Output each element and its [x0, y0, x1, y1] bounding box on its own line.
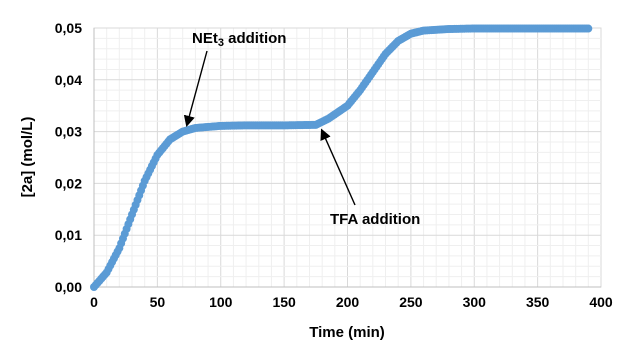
grid — [93, 27, 602, 288]
x-tick-label: 50 — [150, 294, 166, 310]
annotation-net3: NEt3 addition — [183, 30, 286, 127]
y-tick-label: 0,02 — [55, 175, 82, 191]
x-tick-label: 300 — [463, 294, 487, 310]
x-tick-label: 150 — [272, 294, 296, 310]
x-tick-label: 200 — [336, 294, 360, 310]
axes — [93, 28, 601, 288]
y-tick-label: 0,01 — [55, 227, 82, 243]
x-tick-label: 350 — [526, 294, 550, 310]
annotation-tfa-label: TFA addition — [330, 211, 420, 228]
data-point — [584, 24, 593, 33]
y-axis-title: [2a] (mol/L) — [19, 117, 36, 198]
annotation-tfa: TFA addition — [320, 128, 420, 228]
annotation-net3-arrow — [183, 50, 208, 127]
y-tick-label: 0,05 — [55, 20, 82, 36]
tick-labels: 0 50 100 150 200 250 300 350 400 0,00 0,01 0,02 0,03… — [55, 20, 613, 310]
series-marks — [90, 24, 593, 291]
x-tick-label: 100 — [209, 294, 233, 310]
annotation-tfa-arrow — [320, 128, 356, 206]
x-tick-label: 0 — [90, 294, 98, 310]
x-tick-label: 400 — [589, 294, 613, 310]
y-tick-label: 0,00 — [55, 279, 82, 295]
x-axis-title: Time (min) — [309, 324, 385, 341]
x-tick-label: 250 — [399, 294, 423, 310]
annotation-net3-label: NEt3 addition — [192, 30, 286, 49]
y-tick-label: 0,03 — [55, 124, 82, 140]
y-tick-label: 0,04 — [55, 72, 82, 88]
